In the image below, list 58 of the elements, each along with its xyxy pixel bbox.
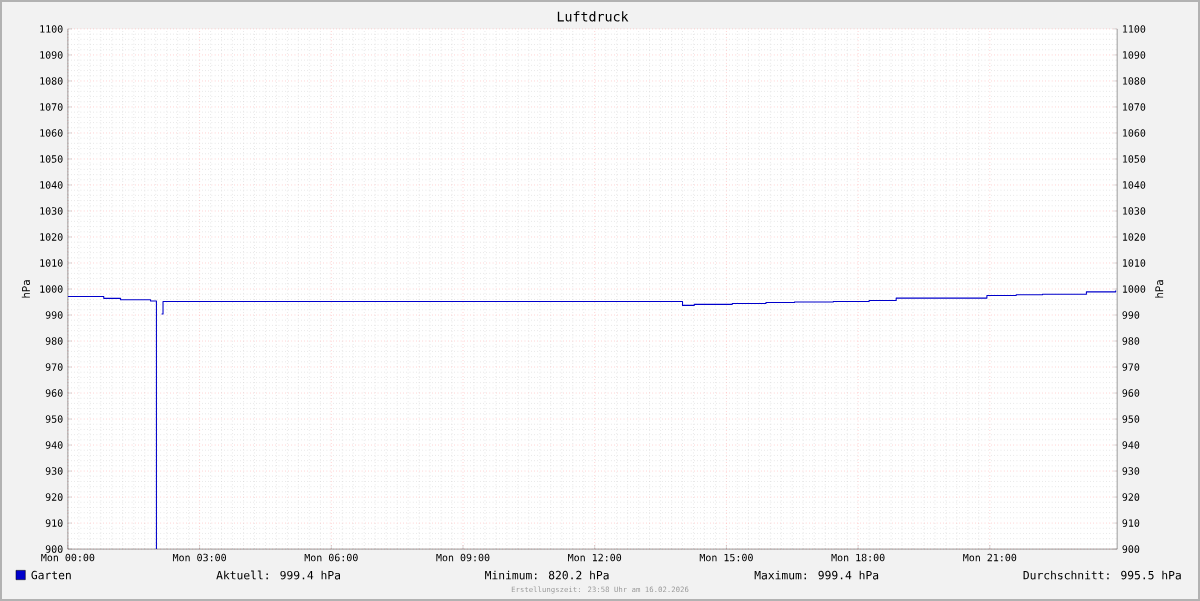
y-axis-title: hPa [21, 280, 31, 298]
x-tick-label: Mon 15:00 [699, 553, 753, 562]
text: Aktuell: 999.4 hPa [216, 570, 340, 580]
x-tick-label: Mon 00:00 [41, 553, 95, 562]
x-tick-label: Mon 12:00 [568, 553, 622, 562]
chart-title: Luftdruck [557, 11, 629, 22]
text: Durchschnitt: 995.5 hPa [1023, 570, 1181, 580]
y2-tick-label: 1000 [1123, 285, 1146, 293]
y2-tick-label: 1080 [1123, 77, 1146, 85]
y2-axis-title: hPa [1155, 280, 1164, 298]
y2-tick-label: 900 [1122, 545, 1140, 553]
y-tick-label: 960 [45, 389, 63, 397]
y2-tick-label: 930 [1122, 467, 1140, 475]
x-tick-label: Mon 06:00 [304, 553, 358, 562]
y-tick-label: 990 [45, 311, 63, 319]
y-tick-label: 930 [45, 467, 63, 475]
y-tick-label: 920 [45, 493, 63, 501]
y2-tick-label: 920 [1122, 493, 1140, 501]
y2-tick-label: 1020 [1123, 233, 1146, 241]
y2-tick-label: 910 [1122, 519, 1140, 527]
y-tick-label: 1080 [40, 77, 63, 85]
text: Maximum: 999.4 hPa [754, 570, 879, 580]
y2-tick-label: 980 [1122, 337, 1140, 345]
y-tick-label: 1010 [40, 259, 63, 267]
y-tick-label: 950 [45, 415, 63, 423]
y-tick-label: 940 [45, 441, 63, 449]
y-tick-label: 1030 [40, 207, 63, 215]
y2-tick-label: 940 [1122, 441, 1140, 449]
y-tick-label: 980 [45, 337, 63, 345]
y-tick-label: 900 [45, 545, 63, 553]
x-tick-label: Mon 09:00 [436, 553, 490, 562]
y-tick-label: 1040 [40, 181, 63, 189]
y2-tick-label: 1050 [1123, 155, 1146, 163]
y-tick-label: 1090 [40, 51, 63, 59]
text: Minimum: 820.2 hPa [485, 570, 609, 580]
legend-label: Garten [31, 570, 71, 580]
x-tick-label: Mon 03:00 [172, 553, 226, 562]
x-tick-label: Mon 18:00 [831, 553, 885, 562]
y2-tick-label: 1070 [1123, 103, 1146, 111]
y2-tick-label: 1030 [1123, 207, 1146, 215]
y2-tick-label: 1040 [1123, 181, 1146, 189]
y2-tick-label: 970 [1122, 363, 1140, 371]
y-tick-label: 1060 [40, 129, 63, 137]
y2-tick-label: 960 [1122, 389, 1140, 397]
y2-tick-label: 1090 [1123, 51, 1146, 59]
y-tick-label: 1000 [40, 285, 63, 293]
y-tick-label: 1050 [40, 155, 63, 163]
y2-tick-label: 1060 [1123, 129, 1146, 137]
x-tick-label: Mon 21:00 [963, 553, 1017, 562]
y-tick-label: 970 [45, 363, 63, 371]
y2-tick-label: 950 [1122, 415, 1140, 423]
y-tick-label: 1070 [40, 103, 63, 111]
y-tick-label: 1020 [40, 233, 63, 241]
y2-tick-label: 990 [1122, 311, 1140, 319]
y2-tick-label: 1010 [1123, 259, 1146, 267]
y-tick-label: 1100 [40, 25, 63, 33]
y2-tick-label: 1100 [1123, 25, 1146, 33]
y-tick-label: 910 [45, 519, 63, 527]
